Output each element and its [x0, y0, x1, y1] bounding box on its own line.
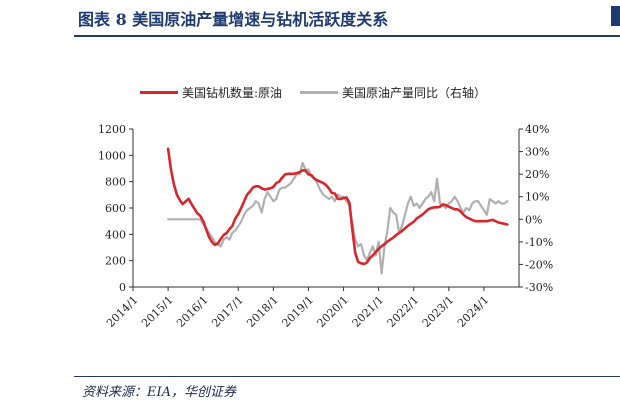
legend-swatch-production [300, 91, 339, 94]
y-right-tick-label: 20% [525, 168, 549, 181]
x-tick-label: 2022/1 [385, 293, 422, 330]
y-right-tick-label: 30% [525, 146, 549, 159]
y-left-tick-label: 1000 [98, 149, 126, 162]
figure-title: 图表 8 美国原油产量增速与钻机活跃度关系 [78, 10, 389, 29]
legend-item-production: 美国原油产量同比（右轴） [300, 84, 486, 101]
corner-mark [611, 6, 620, 26]
chart-legend: 美国钻机数量:原油 美国原油产量同比（右轴） [140, 84, 504, 101]
legend-label-production: 美国原油产量同比（右轴） [342, 86, 487, 100]
y-left-tick-label: 600 [105, 202, 126, 215]
x-tick-label: 2015/1 [139, 293, 176, 330]
x-tick-label: 2024/1 [455, 293, 492, 330]
legend-swatch-rigs [140, 91, 178, 94]
y-left-tick-label: 1200 [98, 123, 126, 136]
x-tick-label: 2014/1 [104, 293, 141, 330]
y-right-tick-label: 40% [525, 123, 549, 136]
y-right-tick-label: -10% [525, 236, 553, 249]
y-left-tick-label: 0 [119, 281, 126, 294]
x-tick-label: 2017/1 [209, 293, 246, 330]
source-rule [74, 376, 620, 377]
series-line-production [167, 161, 509, 275]
series-line-rigs [166, 147, 509, 266]
x-tick-label: 2020/1 [315, 293, 352, 330]
y-left-tick-label: 200 [105, 255, 126, 268]
legend-label-rigs: 美国钻机数量:原油 [182, 86, 283, 100]
x-tick-label: 2018/1 [244, 293, 281, 330]
y-right-tick-label: 0% [525, 213, 542, 226]
x-tick-label: 2021/1 [350, 293, 387, 330]
x-tick-label: 2023/1 [420, 293, 457, 330]
x-tick-label: 2016/1 [174, 293, 211, 330]
source-note: 资料来源：EIA，华创证券 [82, 385, 237, 400]
x-tick-label: 2019/1 [279, 293, 316, 330]
title-rule [74, 35, 620, 37]
y-left-tick-label: 400 [105, 228, 126, 241]
y-right-tick-label: -30% [525, 281, 553, 294]
y-right-tick-label: 10% [525, 191, 549, 204]
y-right-tick-label: -20% [525, 258, 553, 271]
y-left-tick-label: 800 [105, 176, 126, 189]
legend-item-rigs: 美国钻机数量:原油 [140, 84, 282, 101]
